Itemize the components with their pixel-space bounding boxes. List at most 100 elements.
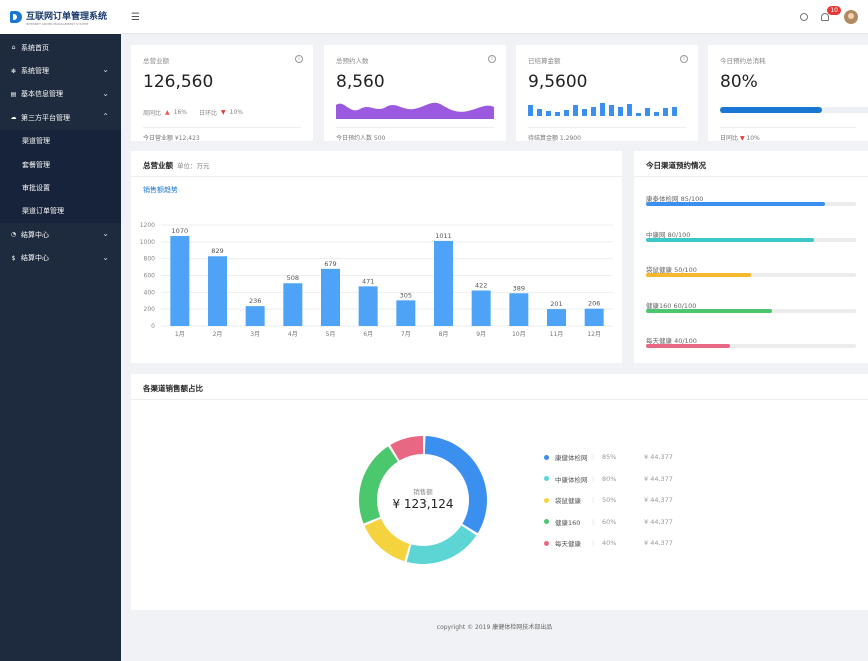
kpi-value: 9,5600 xyxy=(528,72,588,92)
channel-name: 袋鼠健康 50/100 xyxy=(646,266,697,274)
pie-icon: ◔ xyxy=(10,231,17,239)
sidebar: ⌂ 系统首页 ✻ 系统管理 ⌄ ▤ 基本信息管理 ⌄ ☁ 第三方平台管理 ⌃ 渠道管理 套餐管… xyxy=(0,0,121,661)
y-tick-label: 200 xyxy=(144,306,156,313)
legend-name: 每天健康 xyxy=(555,540,581,548)
sidebar-item-system[interactable]: ✻ 系统管理 ⌄ xyxy=(0,59,121,82)
info-icon[interactable]: i xyxy=(488,55,496,63)
revenue-card: 总营业额 单位：万元 销售额趋势 0 200 400 600 800 1000 1200 107… xyxy=(131,151,622,363)
wow-value: 16% xyxy=(173,109,187,116)
legend-item[interactable]: 中康体检网 | 80% ¥ 44,377 xyxy=(544,474,704,484)
legend-amount: ¥ 44,377 xyxy=(644,539,673,547)
legend-name: 袋鼠健康 xyxy=(555,497,581,505)
bar[interactable] xyxy=(321,268,340,326)
share-card: 各渠道销售额占比 销售额 ¥ 123,124 康健体检网 | 85% ¥ 44,377… xyxy=(131,374,868,610)
bar-value-label: 1011 xyxy=(435,232,452,240)
y-tick-label: 1000 xyxy=(140,239,155,246)
bar[interactable] xyxy=(396,300,416,326)
legend-dot-icon xyxy=(544,540,549,546)
legend-percent: 80% xyxy=(602,474,617,483)
revenue-title: 总营业额 xyxy=(143,161,173,170)
sidebar-subitem-channel-order[interactable]: 渠道订单管理 xyxy=(0,199,121,224)
channel-progress-fill xyxy=(646,273,751,277)
bar[interactable] xyxy=(584,308,604,326)
legend-item[interactable]: 健康160 | 60% ¥ 44,377 xyxy=(544,517,704,527)
channel-progress-fill xyxy=(646,308,772,313)
bar[interactable] xyxy=(509,293,529,326)
y-tick-label: 400 xyxy=(144,289,156,296)
donut-slice[interactable] xyxy=(359,446,398,524)
chevron-down-icon: ⌄ xyxy=(102,252,109,262)
bar[interactable] xyxy=(170,235,190,326)
sidebar-subitem-approval[interactable]: 审批设置 xyxy=(0,176,121,200)
bar-value-label: 471 xyxy=(362,277,374,285)
sidebar-item-settlement[interactable]: ◔ 结算中心 ⌄ xyxy=(0,223,121,246)
bar-value-label: 829 xyxy=(211,247,223,255)
brand-logo[interactable]: 互联网订单管理系统 INTERNET ORDER MANAGEMENT SYST… xyxy=(0,0,121,34)
kpi-label: 总预约人数 xyxy=(336,57,369,65)
legend-item[interactable]: 袋鼠健康 | 50% ¥ 44,377 xyxy=(544,495,704,505)
bar[interactable] xyxy=(283,283,303,326)
channel-progress-track xyxy=(646,273,856,277)
card-title: 各渠道销售额占比 xyxy=(143,384,203,393)
progress-track xyxy=(720,107,868,113)
sidebar-item-third-party[interactable]: ☁ 第三方平台管理 ⌃ xyxy=(0,106,121,129)
kpi-value: 8,560 xyxy=(336,72,385,92)
chevron-down-icon: ⌄ xyxy=(102,88,109,98)
bar[interactable] xyxy=(358,286,378,326)
legend-name: 中康体检网 xyxy=(555,475,588,484)
kpi-value: 80% xyxy=(720,72,758,92)
x-tick-label: 5月 xyxy=(326,331,336,338)
donut-slice[interactable] xyxy=(424,436,487,534)
legend-item[interactable]: 每天健康 | 40% ¥ 44,377 xyxy=(544,538,704,548)
bar-value-label: 305 xyxy=(400,291,412,299)
donut-slice[interactable] xyxy=(406,525,477,564)
sidebar-item-settlement-2[interactable]: $ 结算中心 ⌄ xyxy=(0,247,121,270)
info-icon[interactable]: i xyxy=(295,55,303,63)
sidebar-item-home[interactable]: ⌂ 系统首页 xyxy=(0,36,121,59)
bar[interactable] xyxy=(547,309,566,326)
sidebar-item-label: 套餐管理 xyxy=(22,160,50,169)
bar[interactable] xyxy=(245,306,265,326)
legend-amount: ¥ 44,377 xyxy=(644,517,673,526)
legend-separator: | xyxy=(592,539,595,547)
sidebar-item-label: 结算中心 xyxy=(21,254,49,263)
sidebar-item-label: 第三方平台管理 xyxy=(21,113,70,122)
kpi-footer: 日同比 ▼ 10% xyxy=(720,127,856,142)
x-tick-label: 12月 xyxy=(587,331,601,338)
chevron-down-icon: ⌄ xyxy=(102,229,109,239)
x-tick-label: 8月 xyxy=(439,331,449,338)
area-sparkline xyxy=(336,102,494,119)
sidebar-item-basic-info[interactable]: ▤ 基本信息管理 ⌄ xyxy=(0,83,121,106)
x-tick-label: 6月 xyxy=(363,331,373,338)
x-tick-label: 9月 xyxy=(476,331,486,338)
channel-progress-fill xyxy=(646,344,730,348)
menu-toggle-icon[interactable]: ☰ xyxy=(131,12,140,23)
search-icon[interactable] xyxy=(800,13,808,21)
bell-icon[interactable] xyxy=(821,13,829,21)
dod-value: 10% xyxy=(746,135,760,142)
sidebar-subitem-package[interactable]: 套餐管理 xyxy=(0,152,121,177)
sidebar-item-label: 系统首页 xyxy=(21,43,49,52)
avatar[interactable] xyxy=(844,10,858,24)
footer: copyright © 2019 康健体检网技术部出品 xyxy=(436,624,553,631)
x-tick-label: 2月 xyxy=(213,331,223,338)
bar-value-label: 389 xyxy=(513,284,525,292)
kpi-card-consumption: 今日预约总消耗 80% 日同比 ▼ 10% xyxy=(708,45,868,142)
bar[interactable] xyxy=(434,240,453,326)
info-icon[interactable]: i xyxy=(680,55,688,63)
gear-icon: ✻ xyxy=(10,67,17,75)
tab-sales-trend[interactable]: 销售额趋势 xyxy=(143,186,178,194)
bar[interactable] xyxy=(471,290,491,326)
legend-item[interactable]: 康健体检网 | 85% ¥ 44,377 xyxy=(544,452,704,462)
legend-dot-icon xyxy=(544,454,549,460)
donut-center-label: 销售额 xyxy=(413,488,433,496)
legend-separator: | xyxy=(592,517,595,526)
sidebar-subitem-channel[interactable]: 渠道管理 xyxy=(0,129,121,153)
donut-slice[interactable] xyxy=(390,436,423,461)
sidebar-menu: ⌂ 系统首页 ✻ 系统管理 ⌄ ▤ 基本信息管理 ⌄ ☁ 第三方平台管理 ⌃ 渠道管理 套餐管… xyxy=(0,36,121,270)
bar[interactable] xyxy=(208,256,227,326)
bar-value-label: 679 xyxy=(324,260,336,268)
channels-card: 今日渠道预约情况 康泰体检网 85/100 中康网 80/100 袋鼠健康 50/1… xyxy=(634,151,868,363)
donut-slice[interactable] xyxy=(364,518,410,562)
legend-percent: 50% xyxy=(602,496,617,504)
